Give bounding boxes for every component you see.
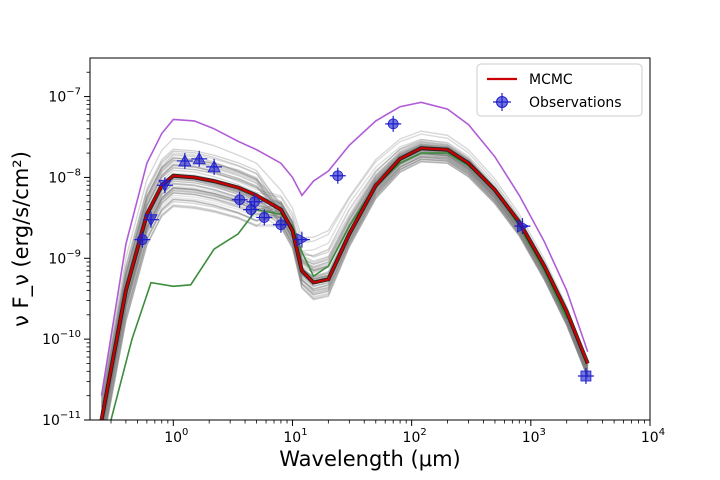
model-curve xyxy=(102,152,589,420)
upper-envelope-line xyxy=(100,101,589,396)
observation-circle xyxy=(275,219,287,231)
y-tick-label: 10−10 xyxy=(42,329,81,348)
legend-box xyxy=(476,63,643,117)
model-curve xyxy=(100,130,589,399)
observation-point xyxy=(134,231,151,248)
model-curve xyxy=(101,157,589,420)
model-curve xyxy=(103,150,589,420)
model-curve xyxy=(100,154,589,408)
model-curve xyxy=(104,161,589,420)
observation-triangle-right xyxy=(517,219,530,233)
model-curve xyxy=(104,151,589,420)
model-curve xyxy=(103,153,589,420)
mcmc-best-fit-line xyxy=(100,147,589,420)
model-curve xyxy=(103,156,589,420)
observation-circle xyxy=(387,118,399,130)
observation-triangle-up xyxy=(192,151,206,165)
model-curve xyxy=(100,161,589,409)
model-curve xyxy=(104,155,589,420)
x-axis-title: Wavelength (μm) xyxy=(279,447,460,471)
observation-point xyxy=(272,216,289,233)
observation-triangle-down xyxy=(158,179,172,193)
x-tick-label: 103 xyxy=(522,427,546,446)
model-curve xyxy=(101,133,589,420)
observation-point xyxy=(246,193,263,210)
observation-point xyxy=(206,158,223,175)
observation-point xyxy=(329,167,346,184)
model-curve xyxy=(104,150,589,420)
observation-triangle-down xyxy=(144,214,158,227)
model-ensemble xyxy=(100,130,589,420)
model-curve xyxy=(103,158,589,420)
x-tick-label: 104 xyxy=(641,427,665,446)
model-curve xyxy=(100,148,589,404)
observation-point xyxy=(577,368,594,385)
model-curve xyxy=(106,150,589,420)
model-curve xyxy=(105,152,589,420)
y-axis-title: ν F_ν (erg/s/cm²) xyxy=(9,151,34,327)
x-tick-label: 102 xyxy=(403,427,427,446)
model-curve xyxy=(100,141,589,414)
observation-point xyxy=(231,191,248,208)
observation-point xyxy=(514,218,531,235)
observation-markers xyxy=(134,115,594,385)
model-curve xyxy=(102,141,589,420)
model-curve xyxy=(104,152,589,420)
observation-square xyxy=(580,370,592,382)
model-curve xyxy=(101,139,589,420)
axis-ticks: 100 101 102 103 104 10−11 10−10 10−9 10−8 10−7 xyxy=(42,71,665,446)
observation-circle xyxy=(258,212,270,223)
x-tick-label: 100 xyxy=(164,427,188,446)
plot-frame xyxy=(89,57,651,421)
observation-point xyxy=(256,209,273,226)
axis-titles: Wavelength (μm) ν F_ν (erg/s/cm²) xyxy=(9,151,461,471)
model-curve xyxy=(106,160,589,420)
model-curve xyxy=(102,156,589,420)
observation-point xyxy=(156,177,173,194)
series-lines xyxy=(99,101,590,420)
observation-triangle-up xyxy=(178,154,192,167)
observation-point xyxy=(385,115,402,132)
observation-circle xyxy=(136,234,148,246)
model-curve xyxy=(100,155,589,403)
model-curve xyxy=(101,154,589,420)
observation-point xyxy=(143,211,160,228)
y-tick-label: 10−9 xyxy=(48,248,81,267)
legend: MCMC Observations xyxy=(476,63,643,117)
y-tick-label: 10−8 xyxy=(48,167,81,186)
observation-point xyxy=(176,152,193,169)
model-curve xyxy=(103,151,589,420)
x-tick-label: 101 xyxy=(283,427,307,446)
legend-label-mcmc: MCMC xyxy=(529,72,573,88)
model-curve xyxy=(100,157,589,404)
observation-point xyxy=(191,150,208,167)
legend-observation-swatch xyxy=(496,96,508,108)
observation-circle xyxy=(234,194,245,206)
observation-triangle-up xyxy=(207,160,221,173)
observation-circle xyxy=(249,196,260,208)
model-curve xyxy=(106,158,589,420)
observation-point xyxy=(293,231,310,248)
model-curve xyxy=(103,140,589,420)
model-curve xyxy=(103,159,589,420)
observation-circle xyxy=(332,170,344,182)
legend-label-observations: Observations xyxy=(529,95,622,111)
y-tick-label: 10−11 xyxy=(42,410,81,429)
y-tick-label: 10−7 xyxy=(48,87,81,106)
model-curve xyxy=(106,148,589,420)
observation-triangle-right xyxy=(296,232,309,247)
